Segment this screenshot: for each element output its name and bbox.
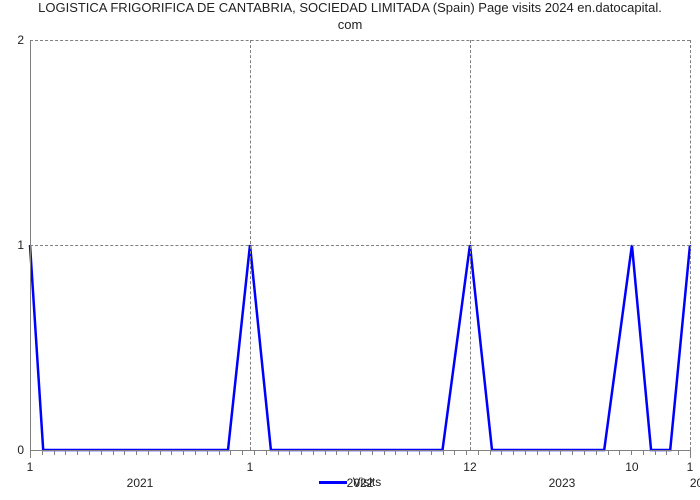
x-minor-tick [348, 450, 349, 455]
x-minor-tick [608, 450, 609, 455]
x-minor-tick [643, 450, 644, 455]
chart-title: LOGISTICA FRIGORIFICA DE CANTABRIA, SOCI… [0, 0, 700, 34]
x-minor-tick [77, 450, 78, 455]
x-minor-tick [666, 450, 667, 455]
x-minor-tick [183, 450, 184, 455]
x-major-tick [30, 450, 31, 458]
x-minor-tick [631, 450, 632, 455]
x-minor-tick [525, 450, 526, 455]
x-minor-tick [596, 450, 597, 455]
x-minor-tick [207, 450, 208, 455]
x-tick-label: 1 [27, 460, 34, 474]
legend-label: Visits [353, 475, 381, 489]
x-minor-tick [124, 450, 125, 455]
y-tick-label: 2 [17, 33, 30, 47]
x-minor-tick [278, 450, 279, 455]
x-major-tick [690, 450, 691, 458]
y-gridline [30, 40, 690, 42]
x-minor-tick [537, 450, 538, 455]
x-minor-tick [242, 450, 243, 455]
y-tick-label: 0 [17, 443, 30, 457]
x-minor-tick [254, 450, 255, 455]
x-minor-tick [619, 450, 620, 455]
x-minor-tick [136, 450, 137, 455]
x-tick-label: 12 [463, 460, 476, 474]
x-minor-tick [360, 450, 361, 455]
plot-area: 0121112101202120222023202 [30, 40, 690, 450]
x-minor-tick [513, 450, 514, 455]
x-gridline [250, 40, 252, 450]
x-minor-tick [230, 450, 231, 455]
x-minor-tick [384, 450, 385, 455]
x-minor-tick [313, 450, 314, 455]
y-gridline [30, 245, 690, 247]
x-minor-tick [478, 450, 479, 455]
y-tick-label: 1 [17, 238, 30, 252]
x-minor-tick [584, 450, 585, 455]
x-minor-tick [101, 450, 102, 455]
x-minor-tick [266, 450, 267, 455]
x-minor-tick [325, 450, 326, 455]
x-minor-tick [160, 450, 161, 455]
x-minor-tick [148, 450, 149, 455]
chart-title-line2: com [0, 17, 700, 34]
x-tick-label: 10 [625, 460, 638, 474]
x-gridline [470, 40, 472, 450]
x-minor-tick [54, 450, 55, 455]
x-minor-tick [171, 450, 172, 455]
x-gridline [30, 40, 32, 450]
x-tick-label: 1 [247, 460, 254, 474]
x-minor-tick [42, 450, 43, 455]
chart-title-line1: LOGISTICA FRIGORIFICA DE CANTABRIA, SOCI… [0, 0, 700, 17]
x-minor-tick [443, 450, 444, 455]
x-minor-tick [89, 450, 90, 455]
x-minor-tick [419, 450, 420, 455]
x-minor-tick [301, 450, 302, 455]
legend: Visits [0, 475, 700, 489]
x-minor-tick [336, 450, 337, 455]
visits-series-path [30, 245, 690, 450]
x-minor-tick [195, 450, 196, 455]
x-minor-tick [678, 450, 679, 455]
x-minor-tick [490, 450, 491, 455]
x-minor-tick [501, 450, 502, 455]
legend-swatch [319, 481, 347, 484]
x-gridline [690, 40, 692, 450]
x-minor-tick [65, 450, 66, 455]
x-minor-tick [289, 450, 290, 455]
x-minor-tick [407, 450, 408, 455]
x-minor-tick [454, 450, 455, 455]
x-minor-tick [219, 450, 220, 455]
x-minor-tick [655, 450, 656, 455]
x-minor-tick [372, 450, 373, 455]
x-tick-label: 1 [687, 460, 694, 474]
x-minor-tick [572, 450, 573, 455]
chart-root: { "chart": { "type": "line", "title_line… [0, 0, 700, 500]
x-minor-tick [560, 450, 561, 455]
x-minor-tick [395, 450, 396, 455]
x-minor-tick [431, 450, 432, 455]
x-minor-tick [113, 450, 114, 455]
x-minor-tick [549, 450, 550, 455]
x-minor-tick [466, 450, 467, 455]
